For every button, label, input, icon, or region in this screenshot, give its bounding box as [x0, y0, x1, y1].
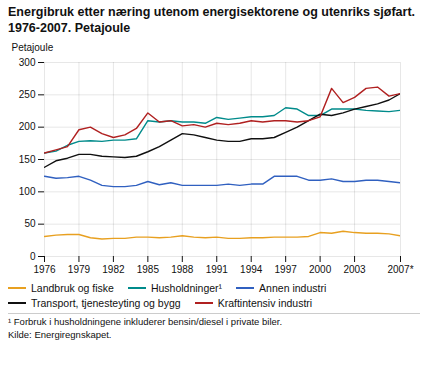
svg-text:2007*: 2007*: [387, 264, 413, 275]
svg-text:300: 300: [19, 57, 36, 68]
svg-text:1988: 1988: [171, 264, 194, 275]
svg-text:1991: 1991: [206, 264, 229, 275]
svg-text:1997: 1997: [275, 264, 298, 275]
svg-text:200: 200: [19, 122, 36, 133]
svg-text:1979: 1979: [68, 264, 91, 275]
svg-text:50: 50: [24, 219, 36, 230]
html-text:¹ Forbruk i husholdningene ink: ¹ Forbruk i husholdningene inkluderer be…: [8, 316, 283, 328]
html-text:Kraftintensiv industri: Kraftintensiv industri: [217, 297, 313, 310]
html-text:Kilde: Energiregnskapet.: Kilde: Energiregnskapet.: [8, 328, 112, 340]
svg-text:1985: 1985: [137, 264, 160, 275]
html-text:Transport, tjenesteyting og by: Transport, tjenesteyting og bygg: [31, 297, 181, 310]
svg-text:2003: 2003: [343, 264, 366, 275]
svg-text:150: 150: [19, 154, 36, 165]
html-text:Energibruk etter næring utenom: Energibruk etter næring utenom energisek…: [8, 5, 415, 35]
html-text:Annen industri: Annen industri: [259, 282, 327, 295]
html-text:Landbruk og fiske: Landbruk og fiske: [31, 282, 114, 295]
svg-text:100: 100: [19, 186, 36, 197]
svg-text:1994: 1994: [240, 264, 263, 275]
svg-text:1976: 1976: [33, 264, 56, 275]
svg-text:1982: 1982: [102, 264, 125, 275]
svg-text:Petajoule: Petajoule: [12, 42, 54, 53]
html-text:Husholdninger¹: Husholdninger¹: [150, 282, 223, 295]
svg-text:250: 250: [19, 89, 36, 100]
svg-text:2000: 2000: [309, 264, 332, 275]
svg-text:0: 0: [30, 251, 36, 262]
